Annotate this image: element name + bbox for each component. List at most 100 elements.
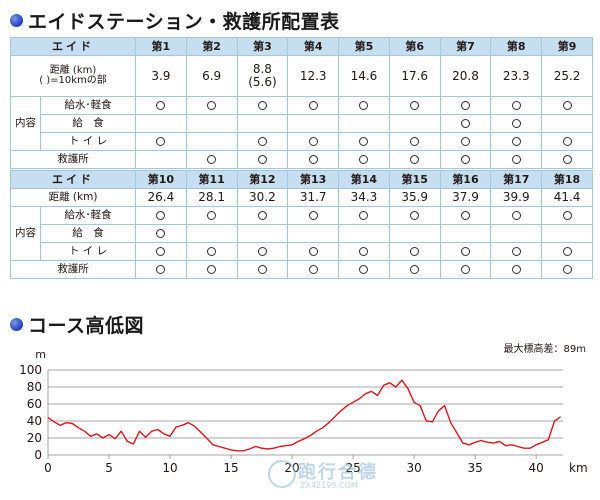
x-tick-label: 20 xyxy=(284,461,299,475)
aid-section-title: エイドステーション・救護所配置表 xyxy=(10,8,340,33)
distance-label-line1: 距離 (km) xyxy=(49,64,97,76)
y-tick-label: 80 xyxy=(27,380,42,394)
station-header: 第10 xyxy=(135,170,187,189)
circle-mark-icon xyxy=(207,155,217,165)
station-header: 第3 xyxy=(236,37,289,56)
mark-cell xyxy=(185,96,238,115)
circle-mark-icon xyxy=(359,265,369,275)
mark-cell xyxy=(490,206,543,225)
x-tick-label: 5 xyxy=(105,461,113,475)
station-header: 第12 xyxy=(236,170,289,189)
distance-value: 3.9 xyxy=(151,68,171,83)
circle-mark-icon xyxy=(308,247,318,257)
station-header: 第6 xyxy=(388,37,441,56)
row-label: 給水･軽食 xyxy=(40,96,136,115)
mark-cell xyxy=(287,206,340,225)
station-header: 第7 xyxy=(439,37,492,56)
circle-mark-icon xyxy=(511,119,521,129)
mark-cell xyxy=(135,224,187,243)
table2-row-2: ト イ レ xyxy=(11,242,593,261)
distance-value: 12.3 xyxy=(299,68,327,83)
distance-label: 距離 (km) ( )=10kmの部 xyxy=(10,55,136,97)
mark-cell xyxy=(338,206,390,225)
mark-cell xyxy=(388,242,441,261)
distance-value: 25.2 xyxy=(553,68,581,83)
mark-cell xyxy=(439,260,492,279)
circle-mark-icon xyxy=(257,101,267,111)
distance-label-line2: ( )=10kmの部 xyxy=(39,75,107,86)
mark-cell xyxy=(236,206,289,225)
station-header: 第13 xyxy=(287,170,340,189)
mark-cell xyxy=(388,206,441,225)
circle-mark-icon xyxy=(308,101,318,111)
circle-mark-icon xyxy=(562,137,572,147)
circle-mark-icon xyxy=(460,265,470,275)
y-tick-label: 0 xyxy=(34,448,42,462)
mark-cell xyxy=(541,132,593,151)
mark-cell xyxy=(287,96,340,115)
circle-mark-icon xyxy=(308,211,318,221)
station-header: 第17 xyxy=(490,170,543,189)
distance-cell: 17.6 xyxy=(388,55,441,97)
mark-cell xyxy=(541,96,593,115)
distance-cell: 23.3 xyxy=(490,55,543,97)
mark-cell xyxy=(541,242,593,261)
mark-cell xyxy=(338,224,390,243)
mark-cell xyxy=(439,224,492,243)
circle-mark-icon xyxy=(410,155,420,165)
distance-label: 距離 (km) xyxy=(10,188,136,207)
circle-mark-icon xyxy=(511,211,521,221)
mark-cell xyxy=(541,224,593,243)
table1-row-2: ト イ レ xyxy=(11,132,593,151)
distance-cell: 14.6 xyxy=(338,55,390,97)
mark-cell xyxy=(185,242,238,261)
mark-cell xyxy=(541,260,593,279)
mark-cell xyxy=(185,224,238,243)
mark-cell xyxy=(439,150,492,169)
circle-mark-icon xyxy=(562,265,572,275)
distance-cell: 41.4 xyxy=(541,188,593,207)
circle-mark-icon xyxy=(460,101,470,111)
circle-mark-icon xyxy=(207,211,217,221)
x-tick-label: 30 xyxy=(406,461,421,475)
station-header: 第8 xyxy=(490,37,543,56)
circle-mark-icon xyxy=(257,265,267,275)
aid-header-label: エイド xyxy=(10,37,136,56)
station-header: 第9 xyxy=(541,37,593,56)
circle-mark-icon xyxy=(410,265,420,275)
mark-cell xyxy=(135,242,187,261)
distance-value-10k: (5.6) xyxy=(248,75,277,89)
distance-value: 6.9 xyxy=(202,68,222,83)
distance-value: 23.3 xyxy=(502,68,530,83)
mark-cell xyxy=(185,260,238,279)
distance-cell: 6.9 xyxy=(185,55,238,97)
mark-cell xyxy=(439,114,492,133)
table2-row-0: 内容 給水･軽食 xyxy=(10,206,593,261)
row-label: ト イ レ xyxy=(40,132,136,151)
table1-row-1: 給 食 xyxy=(11,114,593,133)
y-tick-label: 40 xyxy=(27,414,42,428)
circle-mark-icon xyxy=(511,265,521,275)
mark-cell xyxy=(236,150,289,169)
mark-cell xyxy=(338,132,390,151)
table1-distance-row: 距離 (km) ( )=10kmの部 3.9 6.9 8.8 (5.6) 12.3 14.… xyxy=(10,55,593,97)
course-section-title-text: コース高低図 xyxy=(28,314,145,337)
station-header: 第15 xyxy=(388,170,441,189)
mark-cell xyxy=(388,224,441,243)
mark-cell xyxy=(338,114,390,133)
station-header: 第5 xyxy=(338,37,390,56)
circle-mark-icon xyxy=(460,155,470,165)
table1-aidstation-row: 救護所 xyxy=(10,150,593,169)
station-header: 第16 xyxy=(439,170,492,189)
circle-mark-icon xyxy=(156,101,166,111)
mark-cell xyxy=(135,260,187,279)
max-elevation-diff: 最大標高差：89m xyxy=(503,344,586,355)
circle-mark-icon xyxy=(308,137,318,147)
mark-cell xyxy=(490,242,543,261)
elevation-chart: 0 20 40 60 80 100 0 5 10 15 20 25 30 35 40 m km xyxy=(19,348,588,475)
mark-cell xyxy=(490,114,543,133)
circle-mark-icon xyxy=(410,101,420,111)
x-tick-label: 15 xyxy=(223,461,238,475)
mark-cell xyxy=(490,224,543,243)
station-header: 第2 xyxy=(185,37,238,56)
